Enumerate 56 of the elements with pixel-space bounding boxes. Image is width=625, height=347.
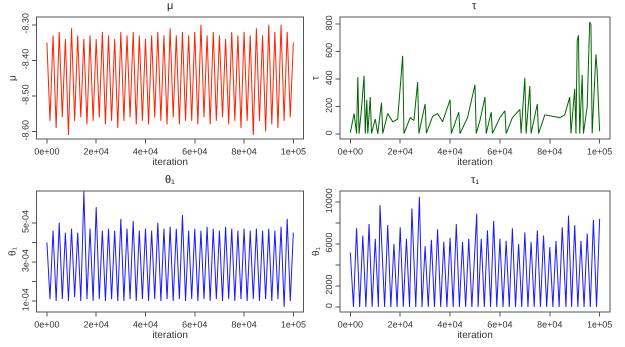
x-tick-label: 8e+04	[231, 319, 257, 330]
chart-title: μ	[167, 0, 174, 12]
x-tick-label: 4e+04	[132, 319, 158, 330]
x-tick-label: 2e+04	[388, 146, 413, 156]
x-tick-label: 0e+00	[338, 319, 363, 330]
x-tick-label: 0e+00	[34, 146, 60, 156]
x-tick-label: 1e+05	[587, 146, 612, 156]
line-series	[350, 22, 600, 134]
y-tick-label: 200	[324, 98, 334, 113]
x-axis-title: iteration	[457, 156, 493, 168]
x-tick-label: 6e+04	[182, 319, 208, 330]
x-axis-title: iteration	[152, 156, 188, 168]
y-tick-label: 2000	[324, 274, 334, 295]
y-tick-label: 6000	[324, 232, 334, 253]
chart-title: τ₁	[471, 174, 480, 186]
y-tick-label: -8.60	[20, 120, 30, 140]
y-tick-label: 400	[324, 70, 334, 86]
x-tick-label: 6e+04	[182, 146, 208, 156]
line-series	[46, 192, 294, 308]
x-tick-label: 8e+04	[537, 319, 562, 330]
y-tick-label: -8.30	[20, 13, 30, 34]
x-tick-label: 0e+00	[34, 319, 60, 330]
y-axis-title: μ	[7, 75, 18, 82]
line-series	[46, 24, 294, 136]
y-tick-label: 0	[324, 303, 334, 308]
y-tick-label: 800	[324, 15, 334, 30]
x-tick-label: 2e+04	[84, 319, 109, 330]
y-axis-title: θ₁	[310, 246, 322, 256]
y-tick-label: 600	[324, 42, 334, 58]
x-tick-label: 1e+05	[587, 319, 612, 330]
y-tick-label: -8.50	[20, 84, 30, 105]
x-tick-label: 4e+04	[132, 146, 158, 156]
y-tick-label: 10000	[324, 188, 334, 214]
y-axis-title: θ₁	[7, 246, 18, 256]
x-tick-label: 8e+04	[537, 146, 562, 156]
x-tick-label: 2e+04	[84, 146, 109, 156]
y-tick-label: -8.40	[20, 48, 30, 70]
x-tick-label: 1e+05	[280, 319, 306, 330]
x-tick-label: 4e+04	[437, 319, 463, 330]
y-tick-label: 1e-04	[20, 288, 30, 312]
x-tick-label: 2e+04	[388, 319, 413, 330]
chart-title: θ₁	[165, 174, 176, 186]
y-axis-title: τ	[310, 76, 322, 80]
y-tick-label: 5e-04	[20, 210, 30, 233]
x-tick-label: 6e+04	[487, 319, 513, 330]
y-tick-label: 0	[324, 130, 334, 136]
y-tick-label: 3e-04	[20, 249, 30, 272]
chart-title: τ	[472, 0, 477, 12]
x-tick-label: 6e+04	[487, 146, 513, 156]
x-tick-label: 1e+05	[280, 146, 306, 156]
x-axis-title: iteration	[152, 330, 188, 341]
x-tick-label: 0e+00	[338, 146, 363, 156]
x-axis-title: iteration	[457, 330, 493, 341]
line-series	[350, 196, 600, 308]
x-tick-label: 8e+04	[231, 146, 257, 156]
x-tick-label: 4e+04	[437, 146, 463, 156]
